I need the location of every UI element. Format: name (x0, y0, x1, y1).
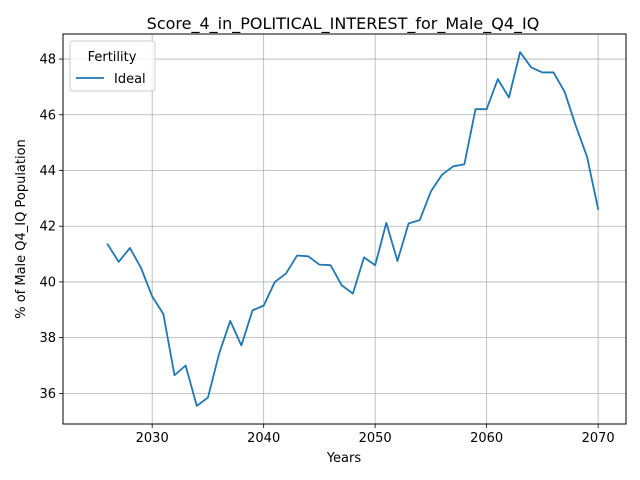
x-tick-label: 2040 (247, 431, 280, 446)
y-tick-label: 42 (39, 220, 56, 235)
x-tick-label: 2030 (136, 431, 169, 446)
y-tick-label: 40 (39, 275, 56, 290)
series-line-ideal (106, 51, 600, 407)
x-tick-label: 2050 (359, 431, 392, 446)
y-tick-label: 48 (39, 53, 56, 68)
legend-label-ideal: Ideal (114, 72, 146, 87)
x-axis-label: Years (326, 451, 362, 466)
y-tick-label: 36 (39, 387, 56, 402)
x-tick-label: 2070 (582, 431, 615, 446)
y-tick-label: 46 (39, 108, 56, 123)
grid (63, 34, 626, 424)
x-tick-label: 2060 (470, 431, 503, 446)
y-axis-label: % of Male Q4_IQ Population (14, 139, 29, 319)
legend: Fertility Ideal (69, 40, 156, 92)
legend-title: Fertility (88, 50, 137, 65)
y-tick-label: 38 (39, 331, 56, 346)
plot-frame (62, 33, 627, 425)
series-layer (106, 51, 600, 407)
chart-title: Score_4_in_POLITICAL_INTEREST_for_Male_Q… (147, 14, 540, 34)
y-tick-label: 44 (39, 164, 56, 179)
ticks: 2030 2040 2050 2060 2070 36 38 40 42 44 46 48 (39, 53, 614, 446)
